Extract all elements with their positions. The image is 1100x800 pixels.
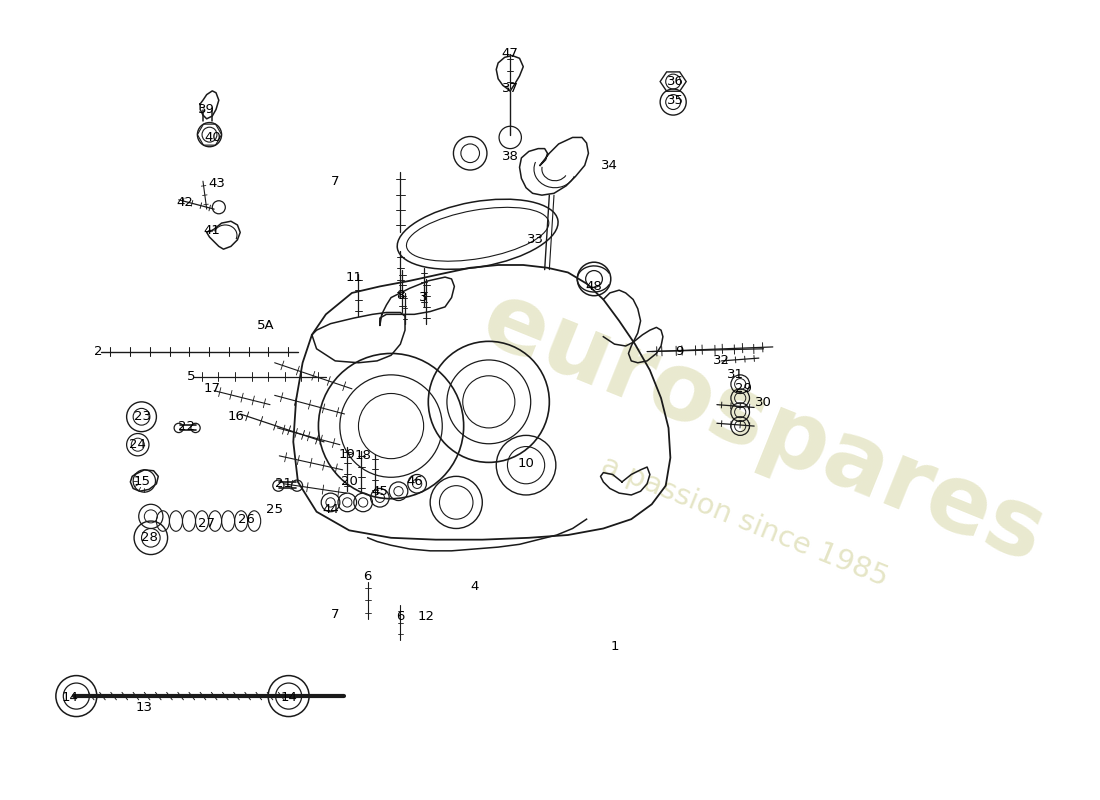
- Text: 15: 15: [134, 475, 151, 489]
- Text: 11: 11: [345, 270, 362, 283]
- Text: 48: 48: [585, 280, 603, 293]
- Text: 6: 6: [396, 610, 405, 622]
- Text: 45: 45: [372, 485, 388, 498]
- Text: 36: 36: [667, 75, 683, 88]
- Text: 18: 18: [354, 450, 372, 462]
- Text: 39: 39: [198, 103, 216, 116]
- Text: 22: 22: [178, 419, 195, 433]
- Text: 5A: 5A: [256, 319, 274, 332]
- Text: 12: 12: [418, 610, 434, 623]
- Text: 31: 31: [727, 368, 744, 382]
- Text: eurospares: eurospares: [470, 274, 1057, 582]
- Text: 14: 14: [62, 691, 78, 705]
- Text: 41: 41: [204, 224, 221, 237]
- Text: 30: 30: [755, 396, 772, 410]
- Text: 10: 10: [518, 457, 535, 470]
- Text: 33: 33: [527, 234, 543, 246]
- Text: 23: 23: [134, 410, 151, 423]
- Text: 28: 28: [141, 531, 157, 544]
- Text: 24: 24: [130, 438, 146, 451]
- Text: 7: 7: [331, 608, 340, 621]
- Text: 40: 40: [204, 131, 221, 144]
- Text: 1: 1: [610, 640, 619, 654]
- Text: 9: 9: [675, 345, 684, 358]
- Text: 47: 47: [502, 47, 519, 60]
- Text: 26: 26: [239, 513, 255, 526]
- Text: 42: 42: [176, 196, 192, 209]
- Text: 46: 46: [406, 475, 422, 489]
- Text: 6: 6: [364, 570, 372, 583]
- Text: 35: 35: [667, 94, 683, 106]
- Text: 25: 25: [266, 503, 283, 516]
- Text: 38: 38: [502, 150, 519, 162]
- Text: 19: 19: [339, 447, 355, 461]
- Text: 4: 4: [471, 580, 478, 593]
- Text: 3: 3: [419, 291, 428, 304]
- Text: 8: 8: [396, 290, 405, 302]
- Text: 2: 2: [94, 345, 102, 358]
- Text: a passion since 1985: a passion since 1985: [597, 450, 892, 591]
- Text: 20: 20: [341, 475, 358, 489]
- Text: 27: 27: [198, 518, 216, 530]
- Text: 29: 29: [735, 382, 751, 395]
- Text: 32: 32: [713, 354, 730, 367]
- Text: 44: 44: [322, 503, 339, 516]
- Text: 14: 14: [280, 691, 297, 705]
- Text: 17: 17: [204, 382, 221, 395]
- Text: 21: 21: [275, 478, 293, 490]
- Text: 16: 16: [227, 410, 244, 423]
- Text: 43: 43: [209, 178, 226, 190]
- Text: 7: 7: [331, 174, 340, 188]
- Text: 13: 13: [135, 701, 153, 714]
- Text: 5: 5: [187, 370, 195, 383]
- Text: 34: 34: [602, 159, 618, 172]
- Text: 37: 37: [502, 82, 519, 94]
